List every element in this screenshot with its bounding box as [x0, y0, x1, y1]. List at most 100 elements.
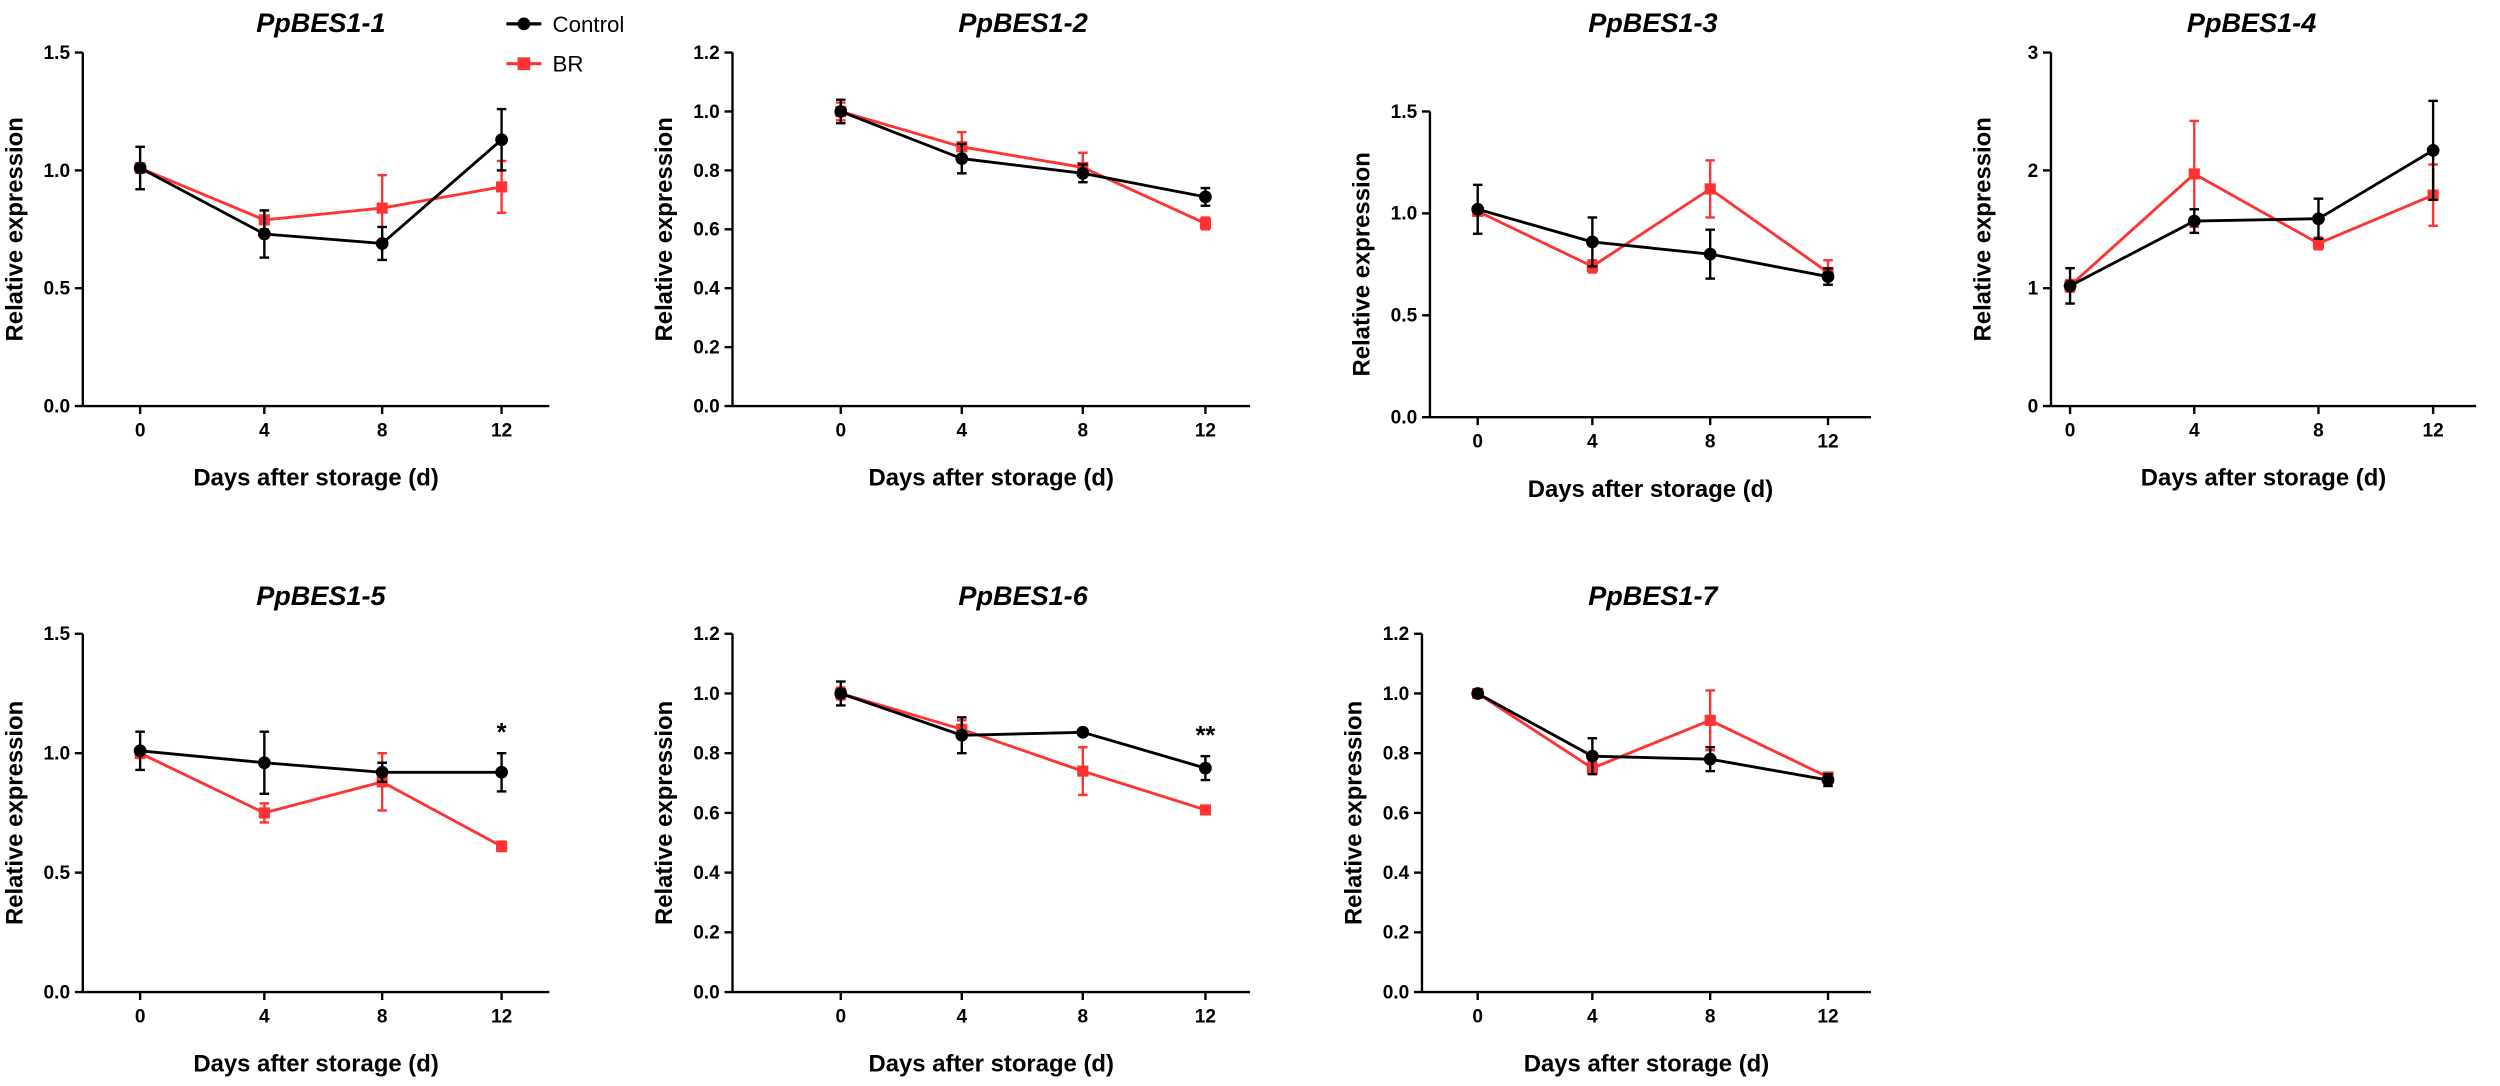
control-data-point	[257, 756, 271, 770]
y-tick-label: 1.2	[693, 624, 720, 645]
panel-title: PpBES1-3	[1588, 7, 1717, 38]
y-tick-label: 1.0	[693, 102, 720, 123]
br-data-point	[1199, 804, 1211, 816]
legend-br-label: BR	[553, 52, 584, 77]
x-tick-label: 8	[377, 420, 388, 441]
br-data-point	[2188, 168, 2200, 180]
y-tick-label: 1.0	[1391, 204, 1418, 225]
y-tick-label: 0.0	[693, 396, 720, 417]
x-tick-label: 12	[1817, 1006, 1838, 1027]
panel-2: PpBES1-2 0.0 0.2 0.4 0.6 0.8 1.0 1.2 0 4 8 12 Days a…	[651, 7, 1250, 492]
panel-title: PpBES1-6	[958, 580, 1088, 611]
x-axis-label: Days after storage (d)	[193, 465, 438, 492]
legend: Control BR	[506, 12, 624, 77]
control-series-line	[1477, 207, 1829, 278]
control-data-point	[834, 687, 848, 700]
y-tick-label: 0.0	[1391, 408, 1418, 429]
br-series-line	[840, 692, 1206, 812]
x-tick-label: 12	[491, 420, 512, 441]
panel-1: PpBES1-1 0.0 0.5 1.0 1.5 0 4 8 12 Days after stor…	[1, 7, 550, 492]
x-tick-label: 12	[491, 1006, 512, 1027]
y-tick-label: 1.0	[44, 744, 71, 765]
control-data-point	[133, 744, 147, 758]
x-tick-label: 4	[1587, 431, 1598, 452]
panel-7: PpBES1-7 0.0 0.2 0.4 0.6 0.8 1.0 1.2 0 4 8 12 Days a…	[1340, 580, 1872, 1078]
y-tick-label: 1.0	[1383, 684, 1410, 705]
x-axis-label: Days after storage (d)	[193, 1051, 438, 1078]
x-tick-label: 8	[2313, 420, 2324, 441]
x-tick-label: 4	[259, 1006, 270, 1027]
y-tick-label: 2	[2028, 161, 2039, 182]
control-data-point	[1585, 749, 1599, 763]
control-series-line	[840, 692, 1206, 770]
control-data-point	[495, 133, 508, 147]
br-series-line	[139, 751, 503, 848]
x-tick-label: 0	[1472, 431, 1483, 452]
y-tick-label: 0.4	[693, 863, 720, 884]
x-tick-label: 0	[135, 1006, 146, 1027]
br-data-point	[2312, 237, 2325, 250]
x-axis-label: Days after storage (d)	[869, 465, 1114, 492]
x-tick-label: 4	[259, 420, 270, 441]
x-tick-label: 0	[2065, 420, 2076, 441]
control-data-point	[955, 152, 969, 165]
x-tick-label: 8	[1077, 1006, 1088, 1027]
control-data-point	[2063, 279, 2077, 293]
control-data-point	[1199, 761, 1212, 775]
y-tick-label: 0.0	[693, 982, 720, 1003]
x-axis-label: Days after storage (d)	[1528, 476, 1773, 503]
y-tick-label: 1.5	[1391, 102, 1418, 123]
br-data-point	[1077, 765, 1089, 777]
x-tick-label: 12	[1817, 431, 1838, 452]
panel-5: PpBES1-5 0.0 0.5 1.0 1.5 0 4 8 12 Days after stor…	[1, 580, 550, 1078]
x-tick-label: 0	[135, 420, 146, 441]
control-data-point	[257, 227, 271, 241]
control-series-line	[2069, 149, 2434, 288]
x-tick-label: 0	[1472, 1006, 1483, 1027]
x-tick-label: 0	[835, 1006, 846, 1027]
x-axis-label: Days after storage (d)	[2141, 465, 2386, 492]
y-axis-label: Relative expression	[1340, 701, 1367, 925]
panel-title: PpBES1-4	[2187, 7, 2316, 38]
y-tick-label: 1.5	[44, 624, 71, 645]
y-tick-label: 0.2	[1383, 923, 1410, 944]
br-data-point	[258, 807, 270, 819]
x-tick-label: 8	[377, 1006, 388, 1027]
y-tick-label: 0.6	[693, 220, 720, 241]
control-data-point	[1703, 247, 1717, 261]
x-tick-label: 4	[956, 1006, 967, 1027]
x-axis-label: Days after storage (d)	[869, 1051, 1114, 1078]
y-tick-label: 0.6	[1383, 803, 1410, 824]
y-tick-label: 3	[2028, 43, 2039, 64]
x-tick-label: 8	[1077, 420, 1088, 441]
control-data-point	[133, 161, 147, 175]
y-tick-label: 1.5	[44, 43, 71, 64]
x-tick-label: 12	[2422, 420, 2443, 441]
y-axis-label: Relative expression	[1348, 152, 1375, 376]
control-series-line	[139, 749, 502, 774]
br-data-point	[1704, 183, 1716, 195]
y-tick-label: 0.8	[1383, 744, 1410, 765]
x-tick-label: 4	[956, 420, 967, 441]
significance-marker: **	[1196, 722, 1216, 750]
control-data-point	[1076, 725, 1090, 739]
br-series-line	[139, 166, 502, 222]
control-data-point	[1471, 202, 1485, 216]
x-tick-label: 12	[1195, 420, 1216, 441]
br-data-point	[496, 840, 508, 852]
x-tick-label: 8	[1705, 431, 1716, 452]
control-data-point	[834, 105, 848, 118]
br-series-line	[1477, 187, 1829, 274]
y-tick-label: 1	[2028, 279, 2039, 300]
control-data-point	[1821, 773, 1835, 787]
br-data-point	[1704, 714, 1716, 726]
br-data-point	[1199, 217, 1211, 229]
control-data-point	[955, 728, 969, 742]
control-data-point	[1199, 190, 1212, 204]
y-axis-label: Relative expression	[651, 117, 678, 341]
legend-control-marker	[517, 17, 531, 31]
y-tick-label: 0.0	[44, 982, 71, 1003]
control-data-point	[2312, 212, 2325, 226]
